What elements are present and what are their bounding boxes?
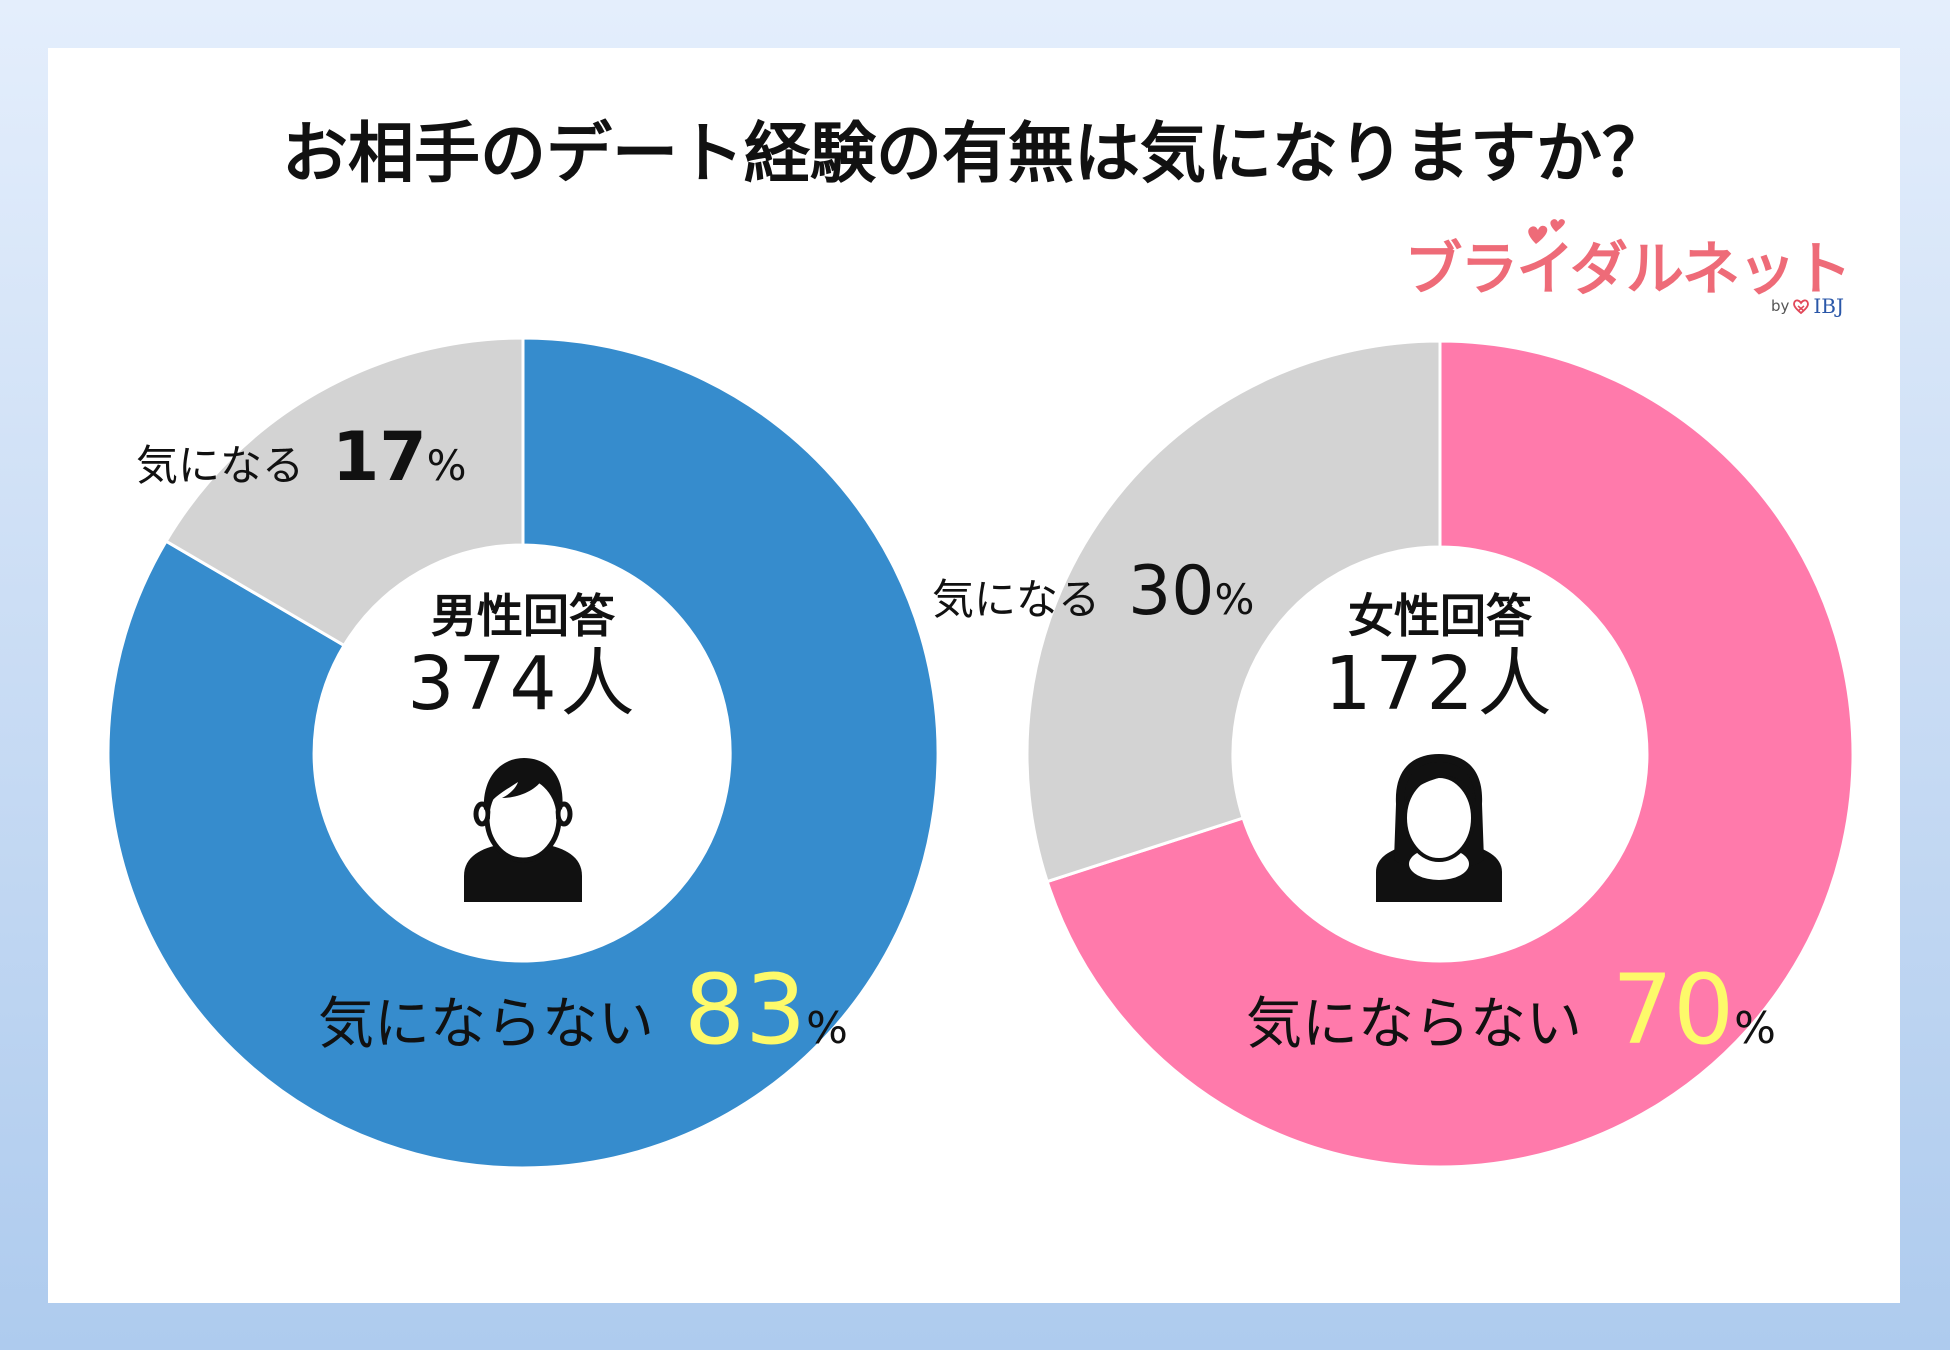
male-donut	[106, 336, 940, 1170]
female-person-icon	[1376, 754, 1502, 902]
female-count: 172人	[1324, 641, 1556, 727]
female-not-concerned-text: 気にならない	[1246, 992, 1582, 1057]
female-concerned-label: 気になる 30 %	[932, 552, 1254, 631]
heart-ribbon-icon	[1793, 299, 1810, 315]
male-concerned-unit: %	[426, 441, 467, 490]
male-concerned-text: 気になる	[136, 441, 305, 490]
female-not-concerned-unit: %	[1734, 1003, 1776, 1054]
female-concerned-unit: %	[1214, 575, 1255, 624]
male-not-concerned-unit: %	[806, 1003, 848, 1054]
female-group-label: 女性回答	[1348, 589, 1532, 643]
female-center-label: 女性回答 172人	[1290, 588, 1590, 724]
male-slice-concerned[interactable]	[164, 336, 525, 648]
logo-brand: IBJ	[1813, 294, 1844, 318]
female-donut	[1025, 339, 1855, 1169]
logo-by: by	[1770, 297, 1790, 315]
male-person-icon	[464, 758, 582, 902]
female-concerned-value: 30	[1128, 552, 1215, 631]
male-not-concerned-label: 気にならない 83 %	[318, 954, 848, 1066]
page-title: お相手のデート経験の有無は気になりますか？	[282, 115, 1668, 192]
male-concerned-label: 気になる 17 %	[136, 418, 467, 497]
male-group-label: 男性回答	[431, 589, 615, 643]
male-not-concerned-value: 83	[684, 954, 807, 1066]
female-not-concerned-value: 70	[1612, 954, 1735, 1066]
male-center-label: 男性回答 374人	[373, 588, 673, 724]
male-count: 374人	[407, 641, 639, 727]
hearts-icon	[1528, 219, 1565, 244]
female-slice-concerned[interactable]	[1025, 339, 1442, 884]
male-not-concerned-text: 気にならない	[318, 992, 654, 1057]
logo-sub: by IBJ	[1771, 294, 1844, 318]
female-concerned-text: 気になる	[932, 575, 1101, 624]
female-slice-not-concerned[interactable]	[1045, 339, 1855, 1169]
logo-text: ブライダルネット	[1404, 235, 1852, 303]
brand-logo: ブライダルネット by IBJ	[1404, 218, 1864, 318]
female-not-concerned-label: 気にならない 70 %	[1246, 954, 1776, 1066]
male-slice-not-concerned[interactable]	[106, 336, 940, 1170]
male-concerned-value: 17	[332, 418, 427, 497]
